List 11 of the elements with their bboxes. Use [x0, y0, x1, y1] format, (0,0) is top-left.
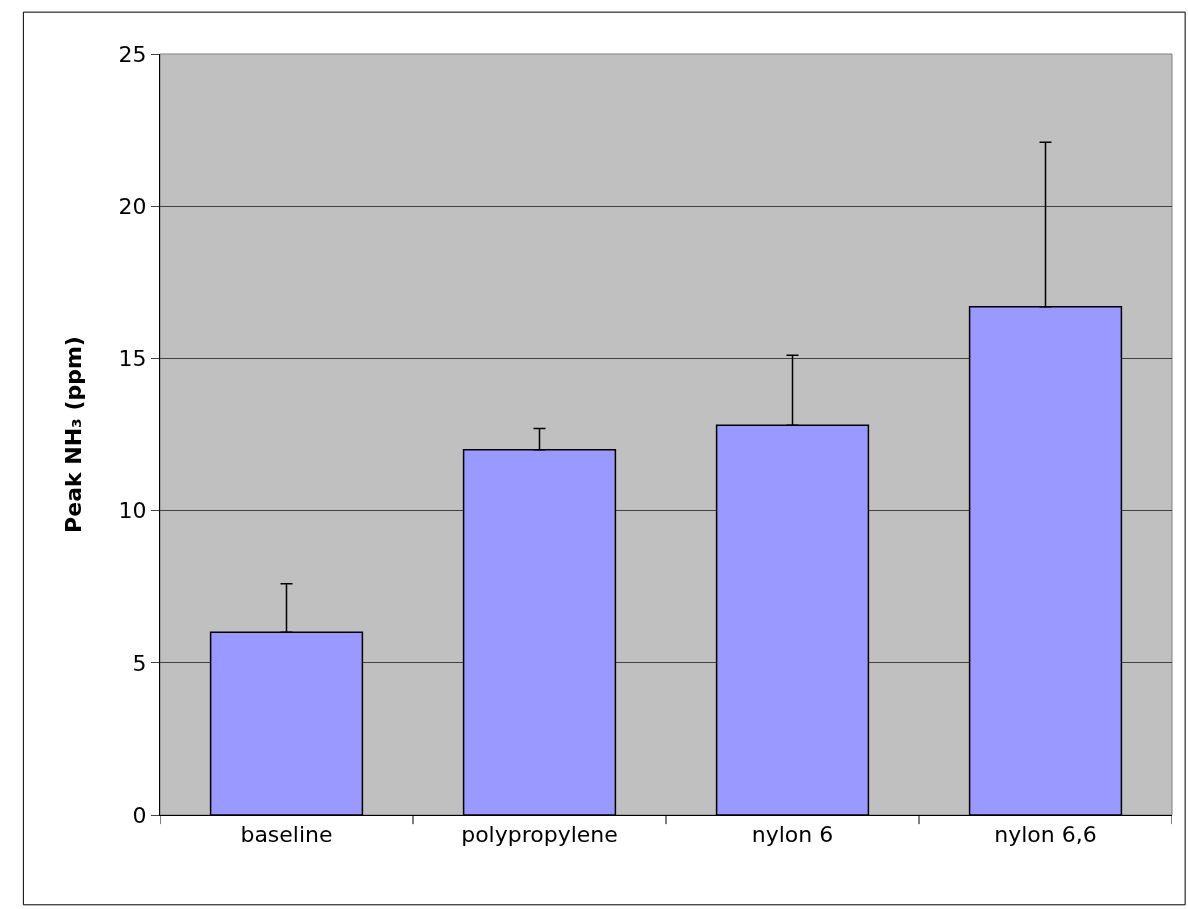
- y-tick-label: 20: [118, 193, 147, 219]
- y-tick-label: 5: [132, 650, 147, 676]
- y-tick-label: 25: [118, 41, 147, 67]
- x-tick-label: polypropylene: [461, 822, 618, 848]
- y-tick-label: 0: [132, 802, 147, 828]
- y-tick-label: 15: [118, 346, 147, 372]
- y-tick-label: 10: [118, 498, 147, 524]
- x-tick-label: nylon 6: [751, 822, 834, 848]
- x-tick-label: nylon 6,6: [994, 822, 1097, 848]
- y-axis-title: Peak NH₃ (ppm): [61, 336, 87, 533]
- x-tick-label: baseline: [240, 822, 333, 848]
